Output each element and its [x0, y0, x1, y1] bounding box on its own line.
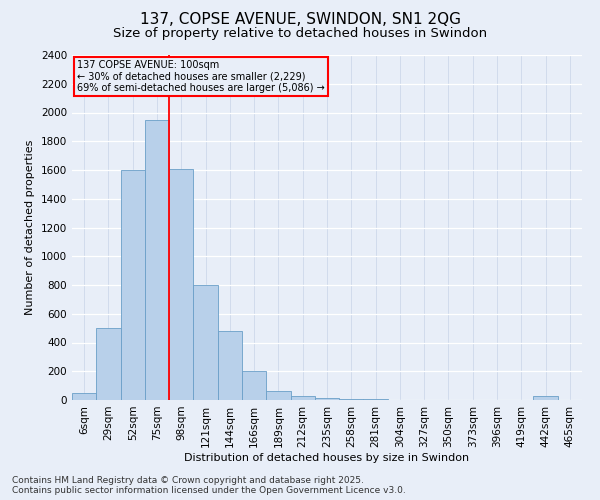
Text: 137, COPSE AVENUE, SWINDON, SN1 2QG: 137, COPSE AVENUE, SWINDON, SN1 2QG: [139, 12, 461, 28]
Bar: [145, 120, 169, 400]
Bar: [242, 371, 266, 400]
Bar: [193, 285, 218, 400]
Bar: [533, 396, 558, 400]
Bar: [339, 398, 364, 400]
Bar: [266, 390, 290, 400]
Bar: [290, 396, 315, 400]
Bar: [72, 393, 96, 400]
Bar: [121, 170, 145, 400]
Text: Contains HM Land Registry data © Crown copyright and database right 2025.
Contai: Contains HM Land Registry data © Crown c…: [12, 476, 406, 495]
Text: Size of property relative to detached houses in Swindon: Size of property relative to detached ho…: [113, 28, 487, 40]
Bar: [96, 328, 121, 400]
Bar: [218, 331, 242, 400]
Y-axis label: Number of detached properties: Number of detached properties: [25, 140, 35, 315]
Bar: [315, 398, 339, 400]
Bar: [169, 168, 193, 400]
X-axis label: Distribution of detached houses by size in Swindon: Distribution of detached houses by size …: [184, 452, 470, 462]
Text: 137 COPSE AVENUE: 100sqm
← 30% of detached houses are smaller (2,229)
69% of sem: 137 COPSE AVENUE: 100sqm ← 30% of detach…: [77, 60, 325, 94]
